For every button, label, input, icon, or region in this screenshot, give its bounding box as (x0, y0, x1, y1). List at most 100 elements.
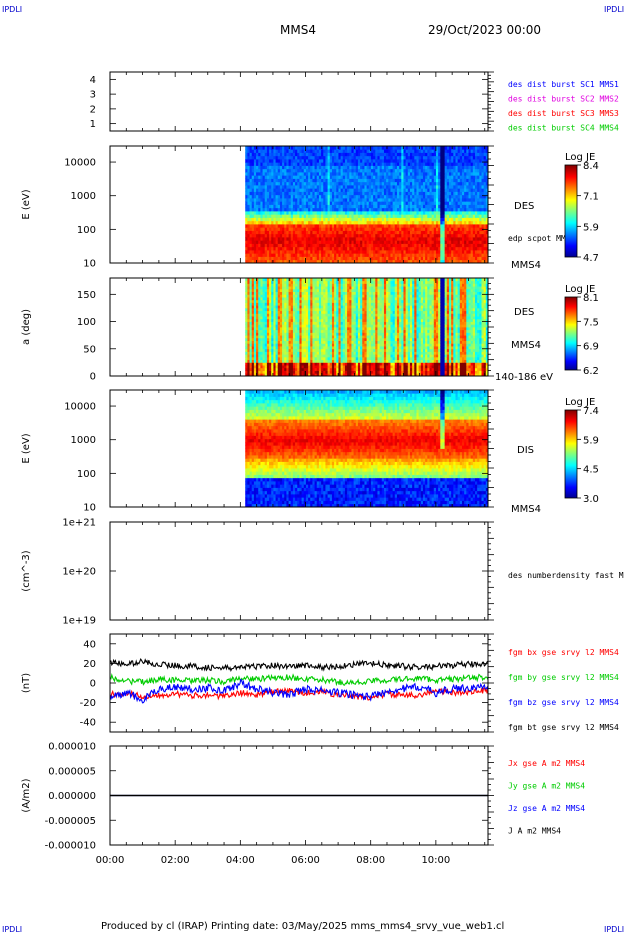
heatmap-cell (260, 155, 263, 160)
heatmap-cell (453, 253, 456, 257)
heatmap-cell (277, 146, 281, 150)
heatmap-cell (448, 168, 452, 173)
heatmap-cell (468, 155, 472, 160)
heatmap-cell (249, 310, 253, 314)
heatmap-cell (418, 217, 422, 222)
heatmap-cell (412, 230, 415, 235)
heatmap-cell (260, 178, 263, 183)
heatmap-cell (253, 280, 257, 284)
heatmap-cell (342, 237, 346, 241)
heatmap-cell (327, 191, 331, 196)
heatmap-cell (286, 159, 289, 163)
heatmap-cell (290, 188, 294, 192)
heatmap-cell (269, 280, 272, 284)
heatmap-cell (357, 191, 361, 196)
heatmap-cell (312, 246, 315, 251)
heatmap-cell (260, 224, 263, 228)
heatmap-cell (249, 256, 253, 261)
heatmap-cell (442, 214, 446, 218)
heatmap-cell (323, 168, 326, 173)
heatmap-cell (297, 152, 300, 157)
heatmap-cell (275, 310, 279, 314)
heatmap-cell (266, 340, 270, 344)
heatmap-cell (253, 256, 257, 261)
heatmap-cell (253, 162, 257, 166)
heatmap-cell (342, 220, 346, 225)
heatmap-cell (481, 214, 485, 218)
heatmap-cell (321, 207, 324, 212)
heatmap-cell (349, 168, 352, 173)
heatmap-cell (446, 191, 450, 196)
heatmap-cell (305, 204, 309, 209)
heatmap-cell (409, 250, 413, 254)
heatmap-cell (344, 168, 348, 173)
heatmap-cell (260, 343, 263, 347)
heatmap-cell (247, 250, 250, 254)
heatmap-cell (308, 152, 311, 157)
heatmap-cell (269, 149, 272, 153)
heatmap-cell (396, 146, 400, 150)
heatmap-cell (414, 185, 417, 189)
heatmap-cell (282, 146, 285, 150)
heatmap-cell (453, 194, 456, 199)
heatmap-cell (262, 310, 266, 314)
heatmap-cell (379, 246, 383, 251)
heatmap-cell (279, 356, 283, 361)
heatmap-cell (316, 259, 320, 264)
heatmap-cell (344, 253, 348, 257)
heatmap-cell (258, 146, 261, 150)
heatmap-cell (388, 204, 391, 209)
heatmap-cell (256, 307, 259, 312)
heatmap-cell (310, 204, 313, 209)
heatmap-cell (247, 356, 250, 361)
heatmap-cell (303, 198, 307, 202)
heatmap-cell (249, 165, 253, 170)
heatmap-cell (340, 246, 344, 251)
heatmap-cell (481, 175, 485, 179)
heatmap-cell (425, 230, 428, 235)
heatmap-cell (297, 246, 300, 251)
heatmap-cell (260, 152, 263, 157)
heatmap-cell (318, 162, 322, 166)
heatmap-cell (442, 211, 446, 215)
heatmap-cell (416, 181, 420, 186)
heatmap-cell (435, 220, 439, 225)
heatmap-cell (444, 220, 448, 225)
heatmap-cell (466, 191, 469, 196)
heatmap-cell (357, 181, 361, 186)
heatmap-cell (277, 204, 281, 209)
heatmap-cell (442, 237, 446, 241)
heatmap-cell (245, 201, 248, 205)
heatmap-cell (464, 159, 467, 163)
heatmap-cell (390, 211, 394, 215)
heatmap-cell (396, 243, 400, 248)
heatmap-cell (271, 337, 274, 342)
heatmap-cell (360, 259, 363, 264)
heatmap-cell (351, 155, 355, 160)
heatmap-cell (247, 168, 250, 173)
heatmap-cell (256, 365, 259, 369)
heatmap-cell (269, 307, 272, 312)
heatmap-cell (251, 191, 255, 196)
heatmap-cell (286, 243, 289, 248)
heatmap-cell (431, 250, 435, 254)
heatmap-cell (390, 207, 394, 212)
heatmap-cell (301, 220, 305, 225)
panel-label: DES (514, 201, 534, 212)
heatmap-cell (438, 233, 441, 238)
heatmap-cell (305, 201, 309, 205)
heatmap-cell (349, 198, 352, 202)
heatmap-cell (459, 214, 463, 218)
heatmap-cell (245, 286, 248, 290)
heatmap-cell (370, 201, 374, 205)
colorbar-tick-label: 7.1 (583, 192, 599, 203)
heatmap-cell (438, 237, 441, 241)
y-tick-label: 10 (83, 259, 96, 270)
heatmap-cell (282, 340, 285, 344)
heatmap-cell (334, 259, 337, 264)
heatmap-cell (277, 332, 281, 336)
heatmap-cell (269, 310, 272, 314)
heatmap-cell (412, 250, 415, 254)
heatmap-cell (448, 181, 452, 186)
heatmap-cell (366, 259, 370, 264)
